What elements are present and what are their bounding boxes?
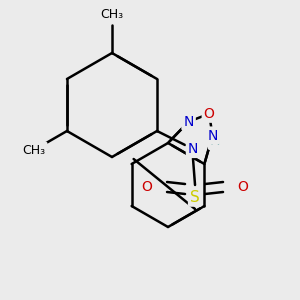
Text: N: N — [188, 142, 198, 156]
Text: H: H — [210, 134, 220, 148]
Text: CH₃: CH₃ — [22, 143, 46, 157]
Text: CH₃: CH₃ — [100, 8, 124, 22]
Text: N: N — [183, 115, 194, 129]
Text: O: O — [238, 180, 248, 194]
Text: O: O — [142, 180, 152, 194]
Text: N: N — [207, 128, 218, 142]
Text: S: S — [190, 190, 200, 205]
Text: O: O — [204, 107, 214, 121]
